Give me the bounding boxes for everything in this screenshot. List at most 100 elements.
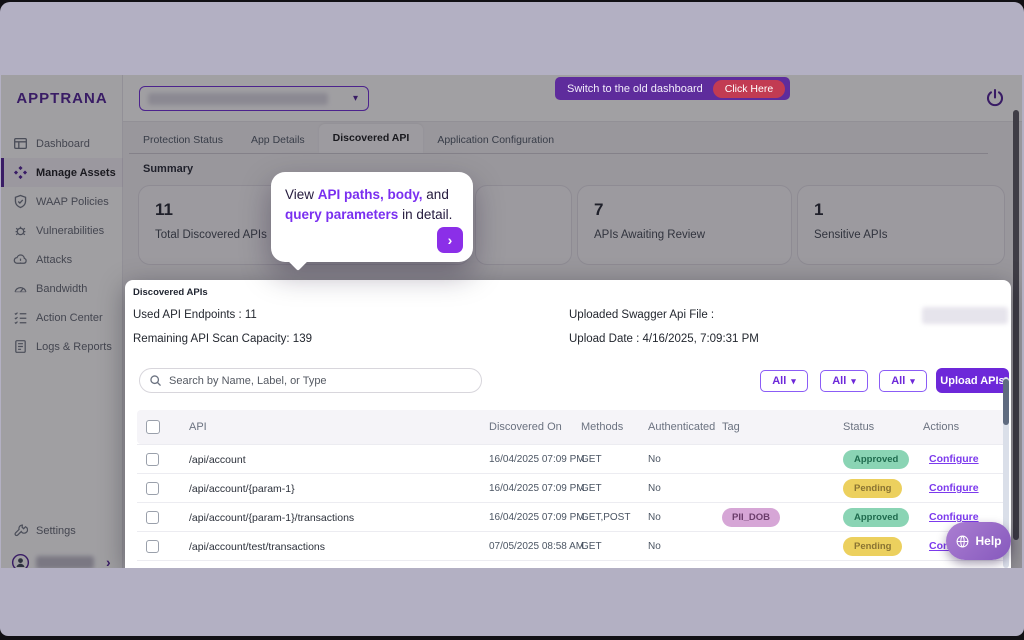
filter-dropdown-3[interactable]: All ▾ xyxy=(879,370,927,392)
chevron-down-icon: ▾ xyxy=(851,375,856,386)
card-value: 1 xyxy=(814,200,824,219)
row-checkbox[interactable] xyxy=(146,511,159,524)
configure-link[interactable]: Configure xyxy=(929,511,979,523)
table-scrollbar-thumb[interactable] xyxy=(1003,379,1009,425)
assets-icon xyxy=(13,165,28,180)
search-input[interactable] xyxy=(169,374,481,387)
authenticated: No xyxy=(648,541,661,552)
chevron-right-icon[interactable]: › xyxy=(106,554,111,568)
card-value: 11 xyxy=(155,200,173,219)
row-checkbox[interactable] xyxy=(146,482,159,495)
page-scrollbar[interactable] xyxy=(1013,110,1019,540)
tab-protection-status[interactable]: Protection Status xyxy=(143,134,223,146)
cloud-alert-icon xyxy=(13,254,27,264)
logout-power-button[interactable] xyxy=(984,87,1006,109)
dashboard-icon xyxy=(14,137,27,150)
remaining-capacity-text: Remaining API Scan Capacity: 139 xyxy=(133,333,312,345)
methods: GET xyxy=(581,541,602,552)
tag-badge: PII_DOB xyxy=(722,508,781,527)
switch-dashboard-banner: Switch to the old dashboard Click Here xyxy=(555,77,791,100)
user-avatar-icon xyxy=(11,553,30,568)
swagger-file-label: Uploaded Swagger Api File : xyxy=(569,309,715,321)
scroll-icon xyxy=(15,340,26,353)
sidebar-item-label: Attacks xyxy=(36,253,73,266)
table-header: API Discovered On Methods Authenticated … xyxy=(137,410,1009,444)
search-box xyxy=(139,368,482,393)
sidebar: APPTRANA Dashboard Manage Assets WAAP Po… xyxy=(1,75,123,568)
api-path: /api/account/test/transactions xyxy=(189,541,325,553)
methods: GET xyxy=(581,483,602,494)
discovered-on: 16/04/2025 07:09 PM xyxy=(489,454,585,465)
column-header-tag: Tag xyxy=(722,421,740,433)
row-checkbox[interactable] xyxy=(146,453,159,466)
summary-card-awaiting-review: 7 APIs Awaiting Review xyxy=(577,185,792,265)
globe-icon xyxy=(957,535,969,547)
tour-next-button[interactable]: › xyxy=(437,227,463,253)
discovered-on: 07/05/2025 08:58 AM xyxy=(489,541,585,552)
gauge-icon xyxy=(14,286,27,293)
sidebar-item-action-center[interactable]: Action Center xyxy=(1,303,123,332)
tab-app-details[interactable]: App Details xyxy=(250,134,305,146)
row-checkbox[interactable] xyxy=(146,540,159,553)
column-header-discovered-on: Discovered On xyxy=(489,421,562,433)
sidebar-item-vulnerabilities[interactable]: Vulnerabilities xyxy=(1,216,123,245)
sidebar-item-manage-assets[interactable]: Manage Assets xyxy=(1,158,123,187)
sidebar-item-dashboard[interactable]: Dashboard xyxy=(1,129,123,158)
sidebar-item-label: Logs & Reports xyxy=(36,340,112,353)
tab-application-configuration[interactable]: Application Configuration xyxy=(437,134,555,146)
panel-title: Discovered APIs xyxy=(133,287,208,298)
methods: GET xyxy=(581,454,602,465)
tooltip-highlight: query parameters xyxy=(285,206,399,222)
table-row: /api/account/{param-1} 16/04/2025 07:09 … xyxy=(137,473,1009,502)
tooltip-highlight: API paths, body, xyxy=(317,187,423,202)
tooltip-plain: and xyxy=(422,187,449,202)
authenticated: No xyxy=(648,454,661,465)
click-here-button[interactable]: Click Here xyxy=(712,79,786,98)
table-row: /api/account 16/04/2025 07:09 PM GET No … xyxy=(137,444,1009,473)
filter-label: All xyxy=(891,375,906,387)
user-name-redacted xyxy=(36,555,94,568)
tour-tooltip-text: View API paths, body, and query paramete… xyxy=(285,185,459,224)
tabs-bar: Protection Status App Details Discovered… xyxy=(129,124,988,154)
sidebar-item-settings[interactable]: Settings xyxy=(1,516,123,545)
checklist-icon xyxy=(14,312,27,325)
sidebar-item-waap-policies[interactable]: WAAP Policies xyxy=(1,187,123,216)
column-header-api: API xyxy=(189,421,207,433)
help-label: Help xyxy=(975,534,1002,548)
configure-link[interactable]: Configure xyxy=(929,482,979,494)
summary-card-hidden xyxy=(475,185,572,265)
select-all-checkbox[interactable] xyxy=(146,420,160,434)
sidebar-item-logs-reports[interactable]: Logs & Reports xyxy=(1,332,123,361)
chevron-down-icon: ▾ xyxy=(791,375,796,386)
chevron-down-icon: ▾ xyxy=(352,93,358,104)
authenticated: No xyxy=(648,483,661,494)
sidebar-user[interactable]: › xyxy=(1,546,123,568)
filter-dropdown-1[interactable]: All ▾ xyxy=(760,370,808,392)
swagger-file-redacted xyxy=(922,307,1008,324)
switch-banner-text: Switch to the old dashboard xyxy=(567,82,703,95)
tooltip-plain: in detail. xyxy=(398,206,453,222)
sidebar-item-label: Vulnerabilities xyxy=(36,224,105,237)
upload-apis-button[interactable]: Upload APIs xyxy=(936,368,1009,393)
summary-card-sensitive: 1 Sensitive APIs xyxy=(797,185,1005,265)
browser-viewport: APPTRANA Dashboard Manage Assets WAAP Po… xyxy=(1,75,1022,568)
table-scrollbar-track[interactable] xyxy=(1003,377,1009,568)
card-label: APIs Awaiting Review xyxy=(594,229,706,241)
app-selector-dropdown[interactable]: ▾ xyxy=(139,86,369,111)
tab-discovered-api[interactable]: Discovered API xyxy=(318,124,424,153)
sidebar-item-attacks[interactable]: Attacks xyxy=(1,245,123,274)
discovered-on: 16/04/2025 07:09 PM xyxy=(489,483,585,494)
card-value: 7 xyxy=(594,200,604,219)
filter-label: All xyxy=(832,375,847,387)
api-path: /api/account xyxy=(189,454,246,466)
help-button[interactable]: Help xyxy=(946,522,1011,560)
configure-link[interactable]: Configure xyxy=(929,453,979,465)
chevron-down-icon: ▾ xyxy=(910,375,915,386)
filter-dropdown-2[interactable]: All ▾ xyxy=(820,370,868,392)
sidebar-item-bandwidth[interactable]: Bandwidth xyxy=(1,274,123,303)
discovered-on: 16/04/2025 07:09 PM xyxy=(489,512,585,523)
used-endpoints-text: Used API Endpoints : 11 xyxy=(133,309,257,321)
tour-tooltip: View API paths, body, and query paramete… xyxy=(271,172,473,262)
filter-label: All xyxy=(772,375,787,387)
